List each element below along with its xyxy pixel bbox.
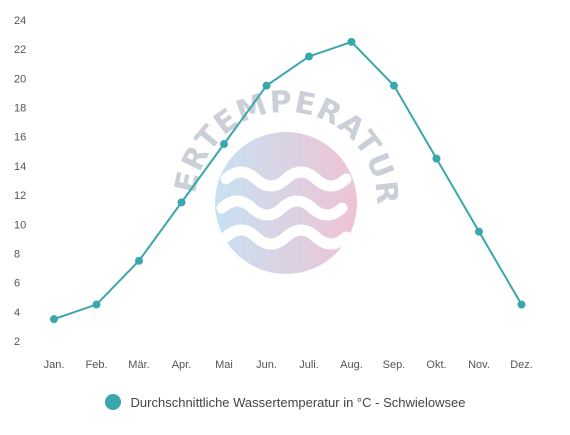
data-point[interactable] — [475, 227, 483, 236]
y-tick-label: 18 — [14, 103, 26, 115]
x-axis: Jan. Feb. Mär. Apr. Mai Jun. Juli. Aug. Sep. Okt.… — [44, 359, 533, 371]
y-tick-label: 24 — [14, 15, 26, 27]
y-tick-label: 22 — [14, 44, 26, 56]
y-tick-label: 16 — [14, 132, 26, 144]
x-tick-label: Aug. — [340, 359, 363, 371]
data-point[interactable] — [177, 198, 186, 207]
data-point[interactable] — [432, 154, 441, 163]
x-tick-label: Dez. — [510, 359, 533, 371]
series-line — [53, 40, 523, 321]
y-tick-label: 4 — [14, 307, 20, 319]
y-tick-label: 6 — [14, 278, 20, 290]
legend-marker-icon — [104, 394, 121, 410]
data-point[interactable] — [92, 300, 101, 309]
y-tick-label: 2 — [14, 336, 20, 348]
watermark-logo: WASSERTEMPERATUR.ORG — [0, 0, 404, 274]
data-point[interactable] — [517, 300, 526, 309]
y-tick-label: 10 — [14, 219, 26, 231]
x-tick-label: Okt. — [426, 359, 446, 371]
x-tick-label: Mai — [215, 359, 233, 371]
data-point[interactable] — [347, 37, 356, 46]
x-tick-label: Mär. — [128, 359, 149, 371]
legend[interactable]: Durchschnittliche Wassertemperatur in °C… — [0, 394, 570, 410]
x-tick-label: Jan. — [44, 359, 65, 371]
data-point[interactable] — [135, 256, 143, 265]
legend-label: Durchschnittliche Wassertemperatur in °C… — [130, 394, 466, 410]
data-points — [50, 37, 526, 324]
data-point[interactable] — [220, 140, 228, 149]
data-point[interactable] — [390, 81, 398, 90]
x-tick-label: Apr. — [172, 359, 192, 371]
x-tick-label: Juli. — [299, 359, 319, 371]
x-tick-label: Sep. — [383, 359, 406, 371]
y-tick-label: 8 — [14, 248, 20, 260]
x-tick-label: Jun. — [256, 359, 277, 371]
x-tick-label: Feb. — [85, 359, 107, 371]
y-tick-label: 14 — [14, 161, 26, 173]
data-point[interactable] — [305, 52, 313, 61]
y-tick-label: 12 — [14, 190, 26, 202]
data-point[interactable] — [50, 315, 58, 324]
x-tick-label: Nov. — [468, 359, 490, 371]
data-point[interactable] — [262, 81, 271, 90]
wave-icon — [216, 166, 352, 250]
y-tick-label: 20 — [14, 73, 26, 85]
